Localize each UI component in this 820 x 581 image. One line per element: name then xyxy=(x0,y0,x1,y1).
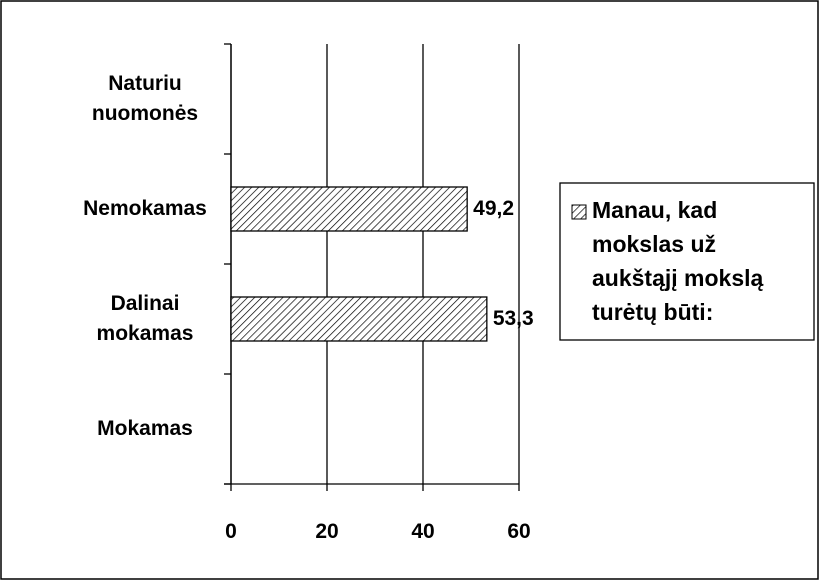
bar xyxy=(230,186,468,232)
y-tick-label: Nemokamas xyxy=(83,197,207,220)
value-label: 49,2 xyxy=(473,197,514,220)
legend-swatch xyxy=(571,204,587,220)
y-tick-label: Mokamas xyxy=(97,417,193,440)
legend-box xyxy=(559,182,815,341)
x-tick-label: 60 xyxy=(507,520,530,543)
x-tick-label: 0 xyxy=(225,520,237,543)
value-label: 53,3 xyxy=(493,307,534,330)
x-tick-label: 20 xyxy=(315,520,338,543)
x-tick-label: 40 xyxy=(411,520,434,543)
y-tick-label: Dalinai mokamas xyxy=(97,292,194,345)
y-tick-label: Naturiu nuomonės xyxy=(92,72,198,125)
legend-label: Manau, kad mokslas už aukštąjį mokslą turėt… xyxy=(592,197,764,325)
bar xyxy=(230,296,488,342)
